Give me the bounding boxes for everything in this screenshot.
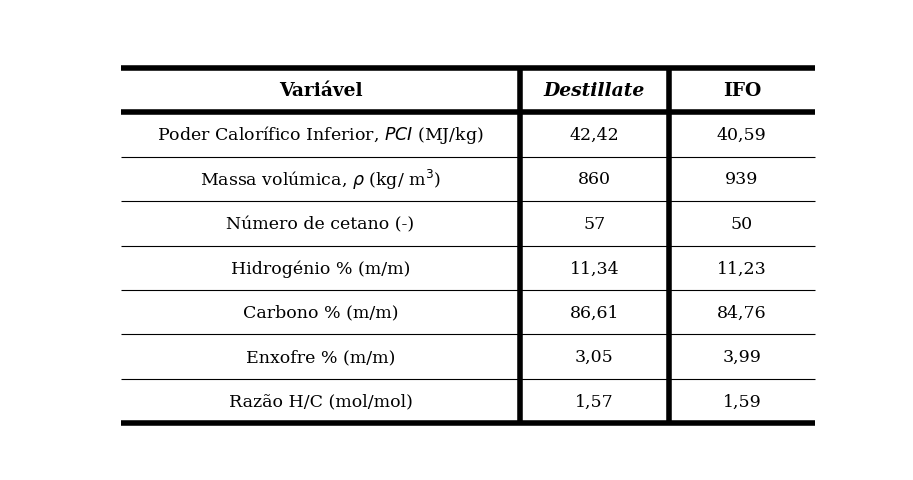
Text: 1,59: 1,59 (722, 393, 761, 410)
Text: 84,76: 84,76 (717, 304, 767, 321)
Text: 3,05: 3,05 (575, 348, 614, 365)
Text: 11,34: 11,34 (570, 260, 619, 277)
Text: 3,99: 3,99 (722, 348, 761, 365)
Text: Massa volúmica, $\rho$ (kg/ m$^{3}$): Massa volúmica, $\rho$ (kg/ m$^{3}$) (200, 168, 441, 192)
Text: 40,59: 40,59 (717, 127, 767, 144)
Text: Número de cetano (-): Número de cetano (-) (226, 216, 415, 232)
Text: Razão H/C (mol/mol): Razão H/C (mol/mol) (228, 393, 413, 410)
Text: 939: 939 (725, 171, 759, 188)
Text: Variável: Variável (278, 82, 362, 100)
Text: Enxofre % (m/m): Enxofre % (m/m) (246, 348, 395, 365)
Text: 11,23: 11,23 (717, 260, 767, 277)
Text: 86,61: 86,61 (570, 304, 619, 321)
Text: Carbono % (m/m): Carbono % (m/m) (243, 304, 398, 321)
Text: 57: 57 (583, 216, 605, 232)
Text: Destillate: Destillate (544, 82, 645, 100)
Text: Poder Calorífico Inferior, $\mathit{PCI}$ (MJ/kg): Poder Calorífico Inferior, $\mathit{PCI}… (157, 124, 484, 146)
Text: Hidrogénio % (m/m): Hidrogénio % (m/m) (231, 260, 410, 277)
Text: 1,57: 1,57 (575, 393, 614, 410)
Text: 42,42: 42,42 (570, 127, 619, 144)
Text: 860: 860 (578, 171, 611, 188)
Text: 50: 50 (730, 216, 753, 232)
Text: IFO: IFO (723, 82, 761, 100)
